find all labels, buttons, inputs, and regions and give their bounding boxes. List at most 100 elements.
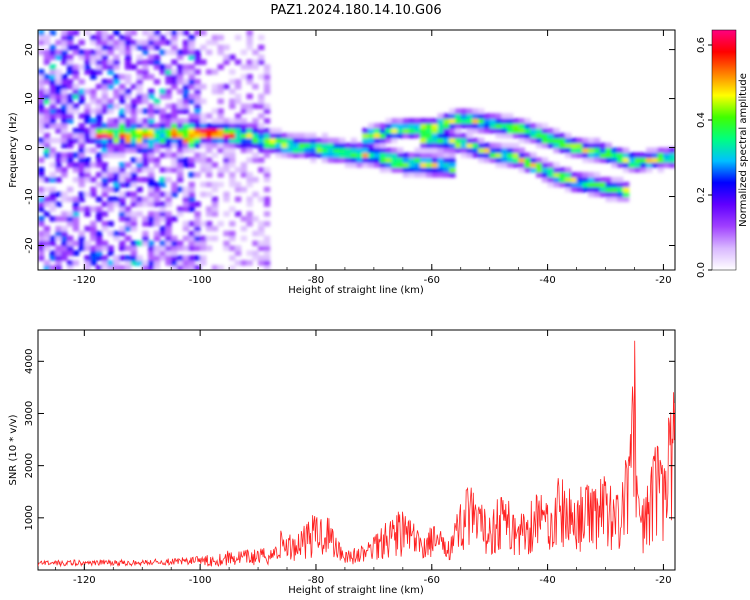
heatmap-cell bbox=[43, 39, 51, 46]
heatmap-cell bbox=[159, 167, 166, 173]
heatmap-cell bbox=[119, 147, 126, 154]
heatmap-cell bbox=[171, 250, 178, 256]
heatmap-cell bbox=[588, 137, 595, 144]
heatmap-cell bbox=[258, 137, 265, 144]
heatmap-cell bbox=[101, 30, 109, 36]
heatmap-cell bbox=[153, 103, 161, 109]
heatmap-cell bbox=[61, 245, 68, 252]
heatmap-cell bbox=[211, 123, 219, 129]
heatmap-cell bbox=[182, 265, 190, 270]
heatmap-cell bbox=[95, 132, 103, 139]
heatmap-cell bbox=[391, 123, 398, 129]
heatmap-cell bbox=[258, 132, 265, 139]
heatmap-cell bbox=[246, 132, 253, 139]
heatmap-cell bbox=[148, 44, 155, 51]
heatmap-cell bbox=[443, 152, 450, 158]
heatmap-cell bbox=[119, 137, 126, 144]
heatmap-cell bbox=[622, 186, 630, 193]
heatmap-cell bbox=[501, 157, 508, 163]
heatmap-cell bbox=[229, 181, 236, 188]
heatmap-cell bbox=[171, 83, 178, 90]
heatmap-cell bbox=[61, 74, 68, 80]
heatmap-cell bbox=[142, 265, 149, 270]
heatmap-cell bbox=[622, 157, 630, 163]
heatmap-cell bbox=[287, 147, 294, 154]
heatmap-cell bbox=[420, 157, 427, 163]
heatmap-cell bbox=[211, 211, 219, 217]
heatmap-cell bbox=[171, 127, 178, 134]
x-tick-label: -40 bbox=[539, 275, 555, 286]
heatmap-cell bbox=[142, 176, 149, 183]
heatmap-cell bbox=[240, 49, 248, 56]
heatmap-cell bbox=[176, 162, 184, 168]
heatmap-cell bbox=[368, 123, 375, 129]
heatmap-cell bbox=[72, 88, 80, 95]
heatmap-cell bbox=[72, 225, 80, 232]
heatmap-cell bbox=[454, 127, 462, 134]
heatmap-cell bbox=[657, 162, 665, 168]
heatmap-cell bbox=[200, 245, 207, 252]
heatmap-cell bbox=[66, 113, 74, 119]
heatmap-cell bbox=[95, 157, 103, 163]
heatmap-cell bbox=[339, 142, 346, 149]
heatmap-cell bbox=[182, 64, 190, 70]
heatmap-cell bbox=[640, 162, 647, 168]
heatmap-cell bbox=[553, 142, 560, 149]
heatmap-cell bbox=[541, 167, 549, 173]
heatmap-cell bbox=[66, 44, 74, 51]
heatmap-cell bbox=[78, 64, 85, 70]
heatmap-cell bbox=[165, 201, 172, 207]
heatmap-cell bbox=[101, 225, 109, 232]
heatmap-cell bbox=[420, 172, 427, 178]
heatmap-cell bbox=[124, 74, 132, 80]
heatmap-cell bbox=[454, 118, 462, 124]
heatmap-cell bbox=[258, 245, 265, 252]
heatmap-cell bbox=[130, 123, 138, 129]
heatmap-cell bbox=[165, 69, 172, 75]
colorbar-ticks: 0.00.20.40.6 bbox=[696, 37, 712, 278]
heatmap-cell bbox=[182, 162, 190, 168]
heatmap-cell bbox=[176, 152, 184, 158]
heatmap-cell bbox=[188, 196, 195, 203]
heatmap-cell bbox=[153, 137, 161, 144]
heatmap-cell bbox=[234, 211, 242, 217]
heatmap-cell bbox=[507, 142, 514, 149]
heatmap-cell bbox=[66, 211, 74, 217]
heatmap-cell bbox=[95, 123, 103, 129]
heatmap-cell bbox=[344, 157, 352, 163]
heatmap-cell bbox=[165, 221, 172, 227]
heatmap-cell bbox=[107, 221, 114, 227]
heatmap-cell bbox=[223, 245, 230, 252]
heatmap-cell bbox=[72, 216, 80, 222]
heatmap-cell bbox=[211, 39, 219, 46]
heatmap-cell bbox=[165, 245, 172, 252]
heatmap-cell bbox=[483, 142, 491, 149]
heatmap-cell bbox=[148, 157, 155, 163]
heatmap-cell bbox=[124, 127, 132, 134]
heatmap-cell bbox=[246, 211, 253, 217]
heatmap-cell bbox=[165, 152, 172, 158]
heatmap-cell bbox=[49, 186, 56, 193]
heatmap-cell bbox=[564, 152, 572, 158]
heatmap-cell bbox=[136, 123, 143, 129]
heatmap-cell bbox=[101, 255, 109, 261]
heatmap-cell bbox=[437, 137, 444, 144]
x-tick-label: -100 bbox=[189, 575, 212, 586]
heatmap-cell bbox=[599, 147, 607, 154]
heatmap-cell bbox=[182, 245, 190, 252]
heatmap-cell bbox=[55, 113, 62, 119]
heatmap-cell bbox=[101, 176, 109, 183]
heatmap-cell bbox=[176, 211, 184, 217]
heatmap-cell bbox=[512, 162, 520, 168]
heatmap-cell bbox=[78, 172, 85, 178]
heatmap-cell bbox=[90, 225, 97, 232]
heatmap-cell bbox=[136, 118, 143, 124]
heatmap-cell bbox=[229, 142, 236, 149]
heatmap-cell bbox=[171, 260, 178, 266]
heatmap-cell bbox=[454, 147, 462, 154]
heatmap-cell bbox=[194, 113, 201, 119]
heatmap-cell bbox=[165, 118, 172, 124]
heatmap-cell bbox=[55, 39, 62, 46]
heatmap-cell bbox=[622, 162, 630, 168]
heatmap-cell bbox=[263, 147, 271, 154]
